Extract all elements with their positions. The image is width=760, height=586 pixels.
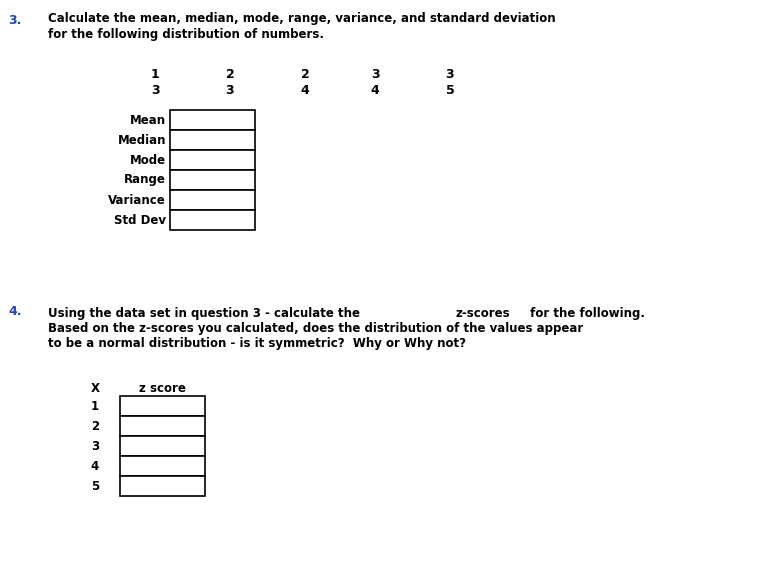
Text: 3: 3: [371, 68, 379, 81]
Bar: [170, 130, 255, 150]
Bar: [170, 150, 255, 170]
Text: 5: 5: [91, 479, 99, 492]
Text: 3: 3: [150, 84, 160, 97]
Bar: [120, 436, 205, 456]
Bar: [120, 476, 205, 496]
Text: 2: 2: [91, 420, 99, 432]
Text: 5: 5: [445, 84, 454, 97]
Text: 1: 1: [91, 400, 99, 413]
Text: for the following distribution of numbers.: for the following distribution of number…: [48, 28, 324, 41]
Text: 4.: 4.: [8, 305, 21, 318]
Text: Median: Median: [118, 134, 166, 146]
Bar: [120, 416, 205, 436]
Bar: [120, 396, 205, 416]
Text: 3.: 3.: [8, 14, 21, 27]
Text: 4: 4: [91, 459, 99, 472]
Bar: [170, 110, 255, 130]
Bar: [170, 190, 255, 210]
Text: 2: 2: [301, 68, 309, 81]
Text: Calculate the mean, median, mode, range, variance, and standard deviation: Calculate the mean, median, mode, range,…: [48, 12, 556, 25]
Text: 4: 4: [301, 84, 309, 97]
Text: 3: 3: [226, 84, 234, 97]
Text: to be a normal distribution - is it symmetric?  Why or Why not?: to be a normal distribution - is it symm…: [48, 337, 466, 350]
Bar: [170, 170, 255, 190]
Text: 3: 3: [445, 68, 454, 81]
Text: Mode: Mode: [130, 154, 166, 166]
Text: Range: Range: [124, 173, 166, 186]
Text: Variance: Variance: [108, 193, 166, 206]
Text: 2: 2: [226, 68, 234, 81]
Text: Based on the z-scores you calculated, does the distribution of the values appear: Based on the z-scores you calculated, do…: [48, 322, 583, 335]
Text: 3: 3: [91, 440, 99, 452]
Text: Using the data set in question 3 - calculate the: Using the data set in question 3 - calcu…: [48, 307, 364, 320]
Text: z score: z score: [139, 382, 186, 395]
Bar: [170, 210, 255, 230]
Bar: [120, 456, 205, 476]
Text: X: X: [90, 382, 100, 395]
Text: for the following.: for the following.: [527, 307, 645, 320]
Text: z-scores: z-scores: [456, 307, 511, 320]
Text: 4: 4: [371, 84, 379, 97]
Text: Std Dev: Std Dev: [114, 213, 166, 227]
Text: 1: 1: [150, 68, 160, 81]
Text: Mean: Mean: [130, 114, 166, 127]
